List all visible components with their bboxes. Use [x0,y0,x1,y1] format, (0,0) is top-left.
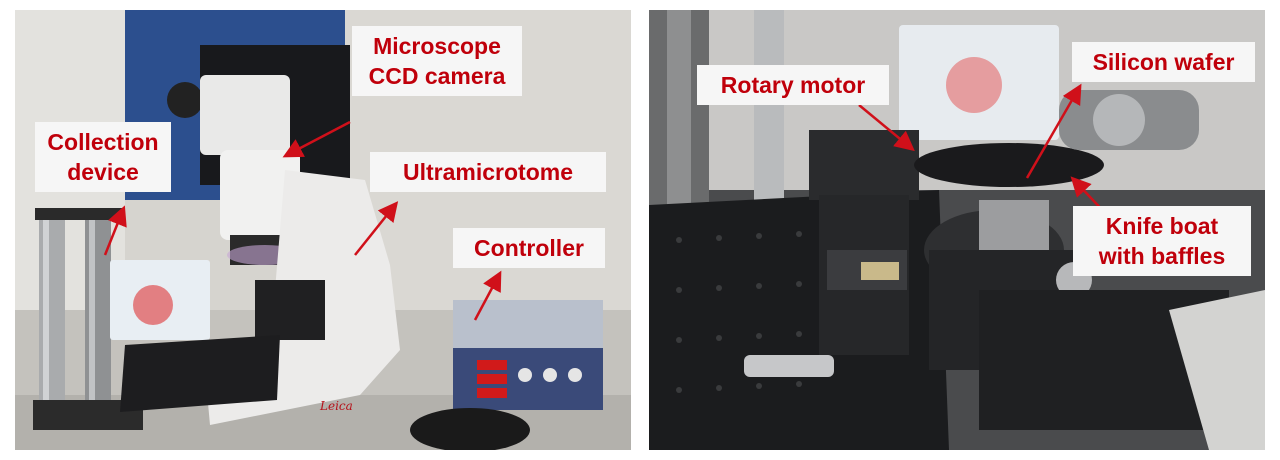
rotary-motor-label-text: Rotary motor [720,72,866,98]
silicon-wafer-label-text: Silicon wafer [1092,49,1235,75]
stage-plate [120,335,280,412]
silicon-wafer-label: Silicon wafer [1072,42,1255,82]
leica-brand-text: Leica [319,399,353,413]
ultramicrotome-label-text: Ultramicrotome [403,159,573,185]
collection-label-line2: device [67,159,139,185]
collection-label-line1: Collection [47,129,159,155]
controller-box [453,300,603,410]
photo-panel-right: Rotary motor Silicon wafer Knife boat wi… [649,10,1265,450]
knife-boat-label-line1: Knife boat [1105,213,1219,239]
microscope-label-line2: CCD camera [368,63,506,89]
controller-label-text: Controller [474,235,584,261]
rotary-motor-label: Rotary motor [697,65,889,105]
microscope-ccd-label: Microscope CCD camera [352,26,522,96]
controller-label: Controller [453,228,605,268]
ultramicrotome-label: Ultramicrotome [370,152,606,192]
photo-panel-left: Leica Microscope CCD camera Collection d… [15,10,631,450]
knife-boat-label: Knife boat with baffles [1073,206,1251,276]
collection-device [33,208,143,430]
collection-device-label: Collection device [35,122,171,192]
knife-boat-label-line2: with baffles [1098,243,1226,269]
microscope-label-line1: Microscope [373,33,501,59]
